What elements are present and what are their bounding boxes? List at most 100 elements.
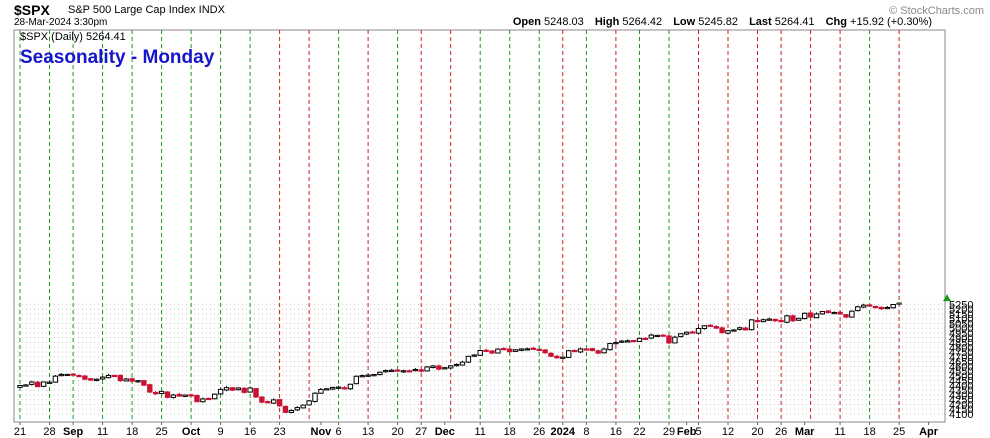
candle-body: [282, 405, 289, 413]
candle-body: [265, 401, 271, 404]
candle-body: [117, 374, 123, 382]
candle-body: [825, 310, 831, 314]
candle-body: [701, 325, 708, 330]
candle-body: [790, 315, 796, 322]
stockcharts-watermark: © StockCharts.com: [889, 5, 984, 17]
candle-body: [430, 365, 436, 368]
candle-body: [807, 312, 814, 318]
y-tick-label: 4300: [949, 390, 973, 402]
candle-body: [625, 340, 631, 343]
y-tick-label: 4850: [949, 338, 973, 350]
x-tick-label: 23: [273, 426, 285, 438]
quote-open-value: 5248.03: [544, 16, 584, 28]
x-tick-label: 16: [244, 426, 256, 438]
x-tick-label: 25: [155, 426, 167, 438]
candle-body: [312, 392, 318, 402]
x-tick-label: 11: [97, 426, 108, 438]
x-tick-label: Apr: [919, 426, 939, 438]
y-tick-label: 5000: [949, 323, 973, 335]
candle-body: [111, 374, 118, 378]
quote-chg-value: +15.92 (+0.30%): [850, 16, 932, 28]
candle-body: [164, 391, 171, 398]
x-tick-label: 6: [336, 426, 342, 438]
quote-open-label: Open: [512, 16, 541, 28]
candle-body: [99, 376, 106, 380]
candle-body: [259, 396, 265, 403]
y-tick-label: 4100: [949, 409, 973, 421]
candle-body: [271, 399, 277, 404]
candle-body: [88, 378, 94, 381]
x-tick-label: 29: [663, 426, 675, 438]
candle-body: [571, 349, 578, 353]
x-tick-label: 12: [722, 426, 734, 438]
y-tick-label: 4400: [949, 380, 973, 392]
x-tick-label: 8: [583, 426, 589, 438]
candle-body: [778, 320, 784, 323]
candle-body: [324, 388, 330, 391]
candle-body: [288, 409, 295, 413]
candle-body: [548, 352, 554, 357]
x-tick-label: 22: [633, 426, 645, 438]
candle-body: [748, 319, 755, 331]
candle-body: [58, 373, 64, 377]
candle-body: [40, 381, 47, 387]
candle-body: [819, 311, 826, 315]
x-tick-label: 18: [126, 426, 138, 438]
candle-body: [253, 388, 259, 398]
candle-body: [495, 348, 501, 354]
candle-body: [52, 375, 59, 383]
candle-body: [406, 370, 413, 373]
quote-high-label: High: [594, 16, 620, 28]
candle-body: [772, 318, 778, 322]
candle-body: [890, 304, 896, 309]
x-tick-label: Nov: [311, 426, 333, 438]
candle-body: [135, 380, 141, 383]
candle-body: [64, 373, 70, 377]
candle-body: [306, 400, 312, 406]
candle-body: [695, 328, 702, 334]
candle-body: [335, 386, 342, 389]
candle-body: [542, 349, 548, 354]
y-tick-label: 5150: [949, 309, 973, 321]
candle-body: [424, 366, 430, 372]
candle-body: [601, 348, 607, 354]
x-tick-label: 20: [751, 426, 763, 438]
candle-body: [725, 330, 731, 334]
candle-body: [754, 319, 761, 323]
candle-body: [554, 355, 560, 359]
y-tick-label: 4600: [949, 361, 973, 373]
candle-body: [483, 349, 489, 352]
candle-body: [359, 375, 365, 378]
candle-body: [536, 348, 542, 351]
candle-body: [29, 381, 35, 385]
candle-body: [300, 404, 306, 409]
candle-body: [412, 368, 419, 372]
candle-body: [666, 335, 672, 344]
candle-body: [831, 312, 837, 315]
y-tick-label: 5050: [949, 318, 973, 330]
candle-body: [176, 393, 183, 397]
x-tick-label: 13: [362, 426, 374, 438]
candle-body: [188, 394, 194, 397]
candle-body: [837, 311, 843, 315]
candle-body: [389, 369, 395, 372]
candle-body: [678, 333, 684, 338]
y-tick-label: 4750: [949, 347, 973, 359]
candle-body: [884, 306, 890, 310]
x-tick-label: 26: [533, 426, 545, 438]
candle-body: [465, 355, 472, 363]
candle-body: [448, 365, 454, 369]
candle-body: [353, 375, 360, 385]
candle-body: [630, 340, 637, 343]
candle-body: [595, 350, 601, 354]
candle-body: [17, 385, 23, 388]
candle-body: [672, 336, 678, 344]
candle-body: [70, 373, 76, 376]
candle-body: [684, 331, 690, 335]
candle-body: [442, 367, 448, 370]
candle-body: [507, 348, 513, 353]
candle-body: [105, 374, 112, 379]
candle-body: [760, 319, 767, 323]
candle-body: [560, 356, 566, 359]
quote-chg-label: Chg: [825, 16, 847, 28]
